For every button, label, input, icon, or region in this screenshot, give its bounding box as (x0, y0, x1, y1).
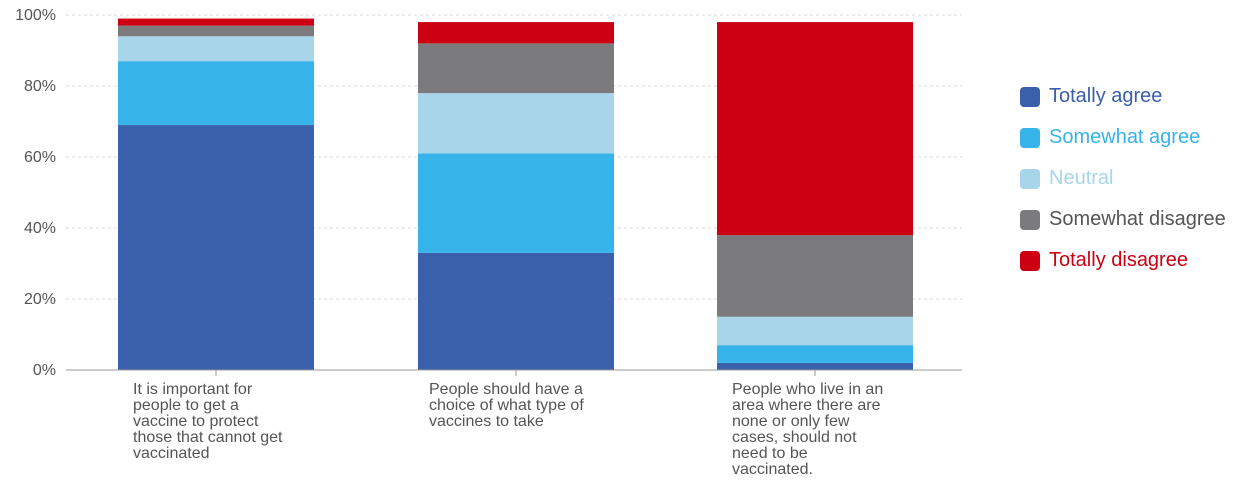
legend-label: Somewhat disagree (1049, 208, 1226, 230)
legend-swatch (1020, 127, 1040, 148)
category-label-line: need to be (732, 445, 808, 462)
bar-segment-somewhat-disagree (418, 43, 614, 94)
category-label-line: choice of what type of (429, 397, 584, 414)
bar-segment-totally-agree (418, 252, 614, 370)
bar-segment-somewhat-disagree (717, 235, 913, 317)
bar-segment-totally-agree (118, 125, 314, 370)
legend-swatch (1020, 209, 1040, 230)
legend-label: Somewhat agree (1049, 126, 1201, 148)
bar-segment-somewhat-agree (717, 345, 913, 363)
legend-item: Somewhat agree (1020, 117, 1226, 158)
category-label: People who live in an area where there ar… (732, 382, 922, 478)
bar-segment-somewhat-agree (418, 153, 614, 253)
category-label: People should have a choice of what type … (429, 382, 619, 430)
bar-segment-neutral (118, 36, 314, 62)
y-tick-label: 100% (15, 7, 56, 24)
legend-label: Totally disagree (1049, 249, 1188, 271)
bar-segment-totally-disagree (717, 22, 913, 236)
bar-segment-somewhat-agree (118, 61, 314, 126)
y-tick-label: 0% (33, 362, 56, 379)
category-label-line: It is important for (133, 381, 253, 398)
legend-item: Neutral (1020, 158, 1226, 199)
category-label-line: People should have a (429, 381, 583, 398)
category-label-line: vaccinated. (732, 461, 813, 478)
bar-segment-neutral (418, 93, 614, 154)
category-label-line: vaccine to protect (133, 413, 259, 430)
y-tick-label: 40% (24, 220, 56, 237)
bars (118, 18, 913, 370)
legend-label: Totally agree (1049, 85, 1163, 107)
legend: Totally agree Somewhat agree Neutral Somewh… (1020, 76, 1226, 281)
category-label-line: people to get a (133, 397, 239, 414)
legend-item: Totally disagree (1020, 240, 1226, 281)
y-tick-label: 20% (24, 291, 56, 308)
category-label-line: vaccines to take (429, 413, 544, 430)
bar-segment-totally-agree (717, 362, 913, 370)
y-axis-ticks: 0% 20% 40% 60% 80% 100% (15, 7, 56, 379)
bar-segment-neutral (717, 316, 913, 346)
category-label: It is important for people to get a vaccin… (133, 382, 323, 462)
legend-swatch (1020, 86, 1040, 107)
x-axis-ticks (215, 370, 816, 376)
category-label-line: those that cannot get (133, 429, 283, 446)
legend-swatch (1020, 168, 1040, 189)
category-label-line: People who live in an (732, 381, 884, 398)
category-label-line: none or only few (732, 413, 850, 430)
category-label-line: area where there are (732, 397, 881, 414)
category-label-line: vaccinated (133, 445, 210, 462)
legend-item: Somewhat disagree (1020, 199, 1226, 240)
category-label-line: cases, should not (732, 429, 857, 446)
bar-segment-totally-disagree (418, 22, 614, 44)
bar-segment-totally-disagree (118, 18, 314, 26)
y-tick-label: 60% (24, 149, 56, 166)
legend-item: Totally agree (1020, 76, 1226, 117)
legend-label: Neutral (1049, 167, 1114, 189)
legend-swatch (1020, 250, 1040, 271)
y-tick-label: 80% (24, 78, 56, 95)
bar-segment-somewhat-disagree (118, 25, 314, 37)
